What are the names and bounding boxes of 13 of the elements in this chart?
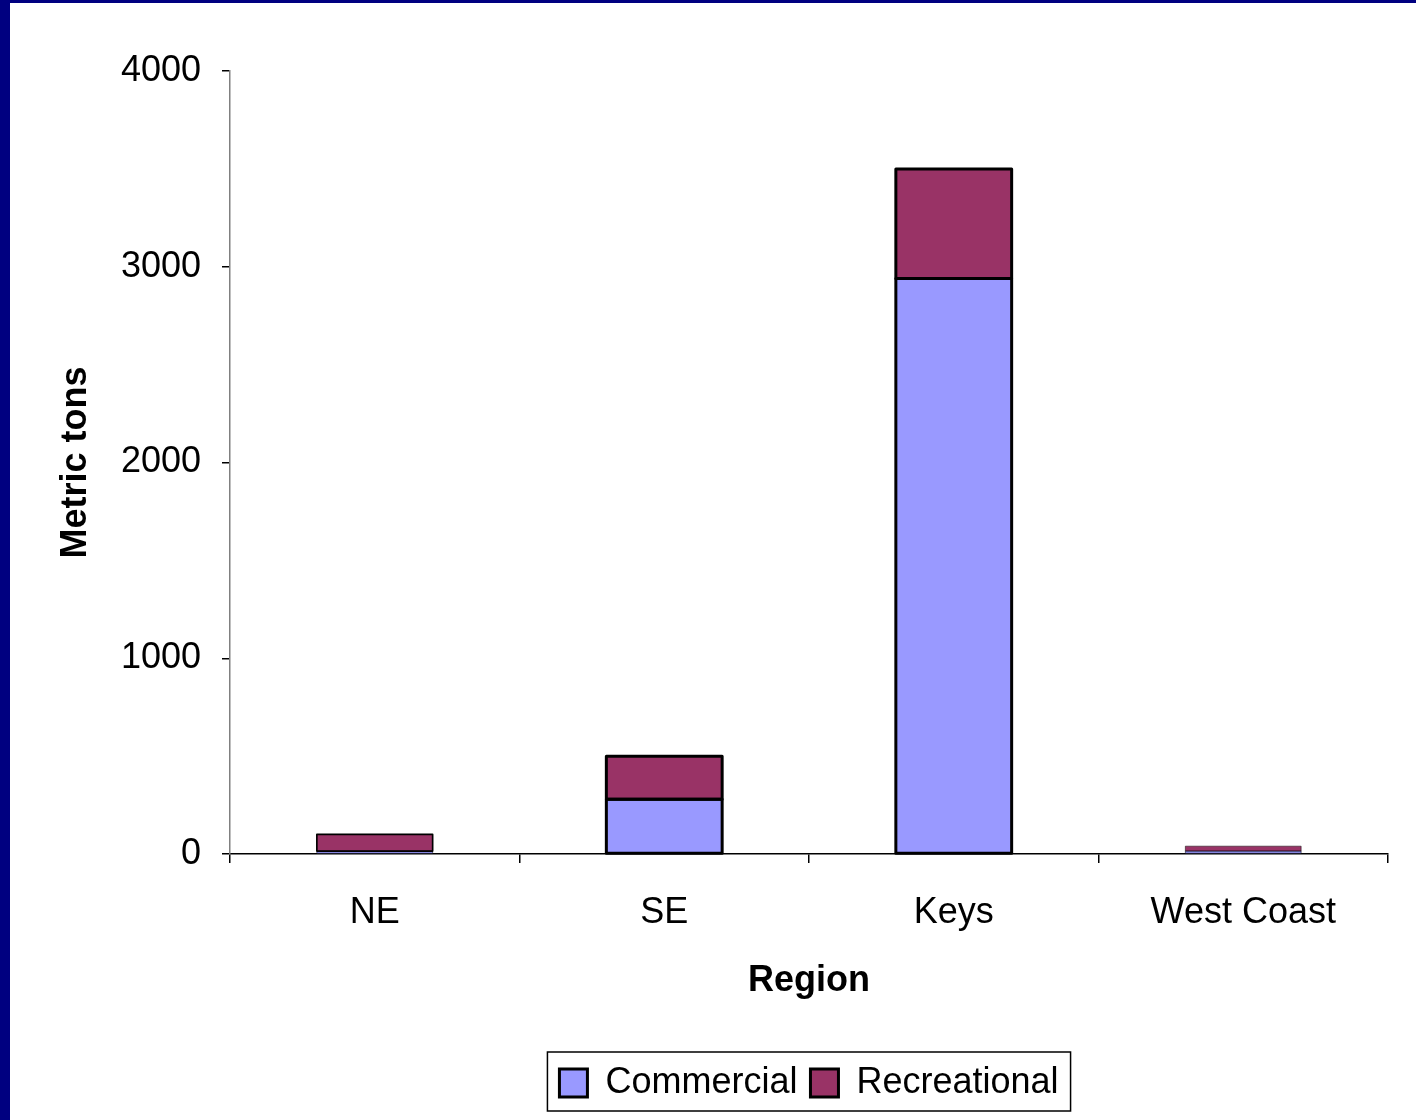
x-tick-label: SE [640, 889, 689, 931]
x-axis-title: Region [748, 958, 870, 1000]
y-tick-label: 4000 [120, 47, 201, 89]
y-tick-label: 3000 [120, 243, 201, 285]
x-tick-label: West Coast [1150, 889, 1336, 931]
y-axis-title: Metric tons [52, 366, 94, 559]
legend-label: Commercial [605, 1059, 798, 1101]
y-tick-label: 0 [180, 830, 201, 872]
legend-label: Recreational [856, 1059, 1059, 1101]
y-tick-label: 2000 [120, 439, 201, 481]
x-tick-label: Keys [913, 889, 994, 931]
y-tick-label: 1000 [120, 635, 201, 677]
x-tick-label: NE [349, 889, 400, 931]
